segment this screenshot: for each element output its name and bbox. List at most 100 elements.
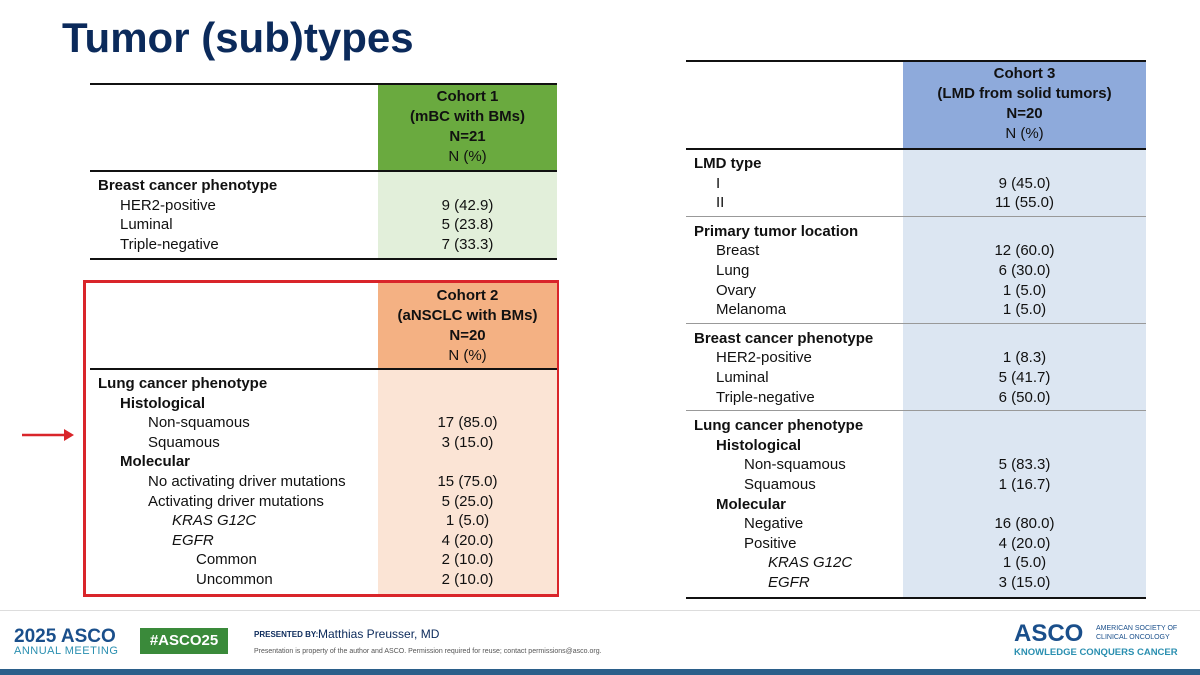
row-label: LMD type [694,155,762,172]
row-value: 2 (10.0) [441,551,494,569]
table-rule [90,83,557,85]
row-value: 5 (83.3) [998,456,1051,474]
row-value: 4 (20.0) [441,531,494,549]
row-value: 3 (15.0) [998,574,1051,591]
slide-title: Tumor (sub)types [62,14,414,61]
table-rule [686,60,1146,62]
row-label: KRAS G12C [768,554,853,572]
row-value: 5 (23.8) [441,216,494,234]
row-label: EGFR [768,574,810,591]
row-value: 5 (41.7) [998,369,1051,386]
row-label: Lung cancer phenotype [694,417,864,435]
section-rule [686,322,1146,324]
arrow [22,429,74,441]
row-value: 1 (5.0) [445,512,490,530]
bottom-bar [0,669,1200,675]
value-column [378,172,557,259]
row-value: 9 (42.9) [441,196,494,214]
tagline: KNOWLEDGE CONQUERS CANCER [1014,647,1178,658]
column-header: N (%) [448,346,487,364]
row-label: Ovary [716,281,757,299]
column-header: (LMD from solid tumors) [937,85,1112,102]
row-value: 2 (10.0) [441,571,494,588]
value-column [903,150,1146,597]
row-label: Lung cancer phenotype [98,375,268,392]
row-value: 17 (85.0) [437,414,498,432]
row-label: Lung [716,262,750,279]
logo: ASCO [1014,620,1084,647]
presented-by: PRESENTED BY: [254,630,319,639]
row-value: 6 (30.0) [998,262,1051,279]
column-header: (mBC with BMs) [410,107,525,125]
column-header: N=21 [449,127,486,145]
table-rule [686,148,1146,150]
row-label: Non-squamous [148,414,250,432]
row-label: Common [196,551,257,569]
table-rule [90,170,557,172]
row-label: Negative [744,515,804,533]
column-header: Cohort 2 [436,286,499,304]
column-header: (aNSCLC with BMs) [397,306,538,324]
row-label: Histological [716,436,802,454]
column-header: Cohort 1 [436,87,499,105]
row-value: 1 (5.0) [1002,281,1047,299]
row-value: 15 (75.0) [437,473,498,490]
row-value: 1 (8.3) [1002,349,1047,367]
row-label: Positive [744,534,797,552]
row-label: Uncommon [196,571,273,588]
row-label: Breast cancer phenotype [98,177,278,194]
row-label: Molecular [120,453,191,471]
row-value: 5 (25.0) [441,492,494,510]
row-label: Squamous [744,476,816,493]
row-label: I [716,174,721,192]
row-value: 6 (50.0) [998,388,1051,406]
disclaimer: Presentation is property of the author a… [254,648,602,655]
row-label: Primary tumor location [694,222,859,240]
section-rule [686,215,1146,217]
row-label: II [716,194,725,212]
row-label: HER2-positive [120,196,216,214]
row-label: Non-squamous [744,456,846,474]
society: AMERICAN SOCIETY OF CLINICAL ONCOLOGY [1096,625,1178,641]
row-label: HER2-positive [716,349,812,367]
table-rule [686,596,1146,599]
presenter: Matthias Preusser, MD [318,627,440,641]
row-value: 4 (20.0) [998,534,1051,552]
row-label: KRAS G12C [172,512,257,530]
row-label: EGFR [172,531,214,549]
row-value: 12 (60.0) [994,242,1055,260]
row-value: 9 (45.0) [998,174,1051,192]
column-header: N (%) [1005,125,1044,142]
row-label: Melanoma [716,301,787,319]
column-header: Cohort 3 [993,65,1056,82]
row-label: Triple-negative [120,235,219,253]
meeting-year: 2025 ASCO [14,626,116,647]
row-label: Squamous [148,433,220,451]
row-value: 16 (80.0) [994,515,1055,533]
row-label: No activating driver mutations [148,473,346,490]
header-cell [378,83,557,170]
section-rule [686,410,1146,412]
row-label: Luminal [120,216,173,234]
row-label: Molecular [716,495,787,513]
row-label: Triple-negative [716,388,815,406]
column-header: N=20 [449,326,486,344]
table-rule [90,368,557,370]
row-value: 11 (55.0) [995,194,1054,212]
footer-rule [0,610,1200,611]
header-cell [903,60,1146,148]
meeting: ANNUAL MEETING [14,645,119,657]
row-label: Luminal [716,369,769,386]
hashtag: #ASCO25 [140,628,228,654]
row-value: 7 (33.3) [441,235,494,253]
row-value: 1 (5.0) [1002,554,1047,572]
row-label: Histological [120,394,206,412]
row-value: 1 (5.0) [1002,301,1047,319]
header-cell [378,283,557,368]
value-column [378,370,557,594]
row-value: 1 (16.7) [998,476,1051,493]
column-header: N (%) [448,147,487,165]
row-label: Breast [716,242,760,260]
table-rule [90,258,557,261]
row-label: Activating driver mutations [148,492,324,510]
